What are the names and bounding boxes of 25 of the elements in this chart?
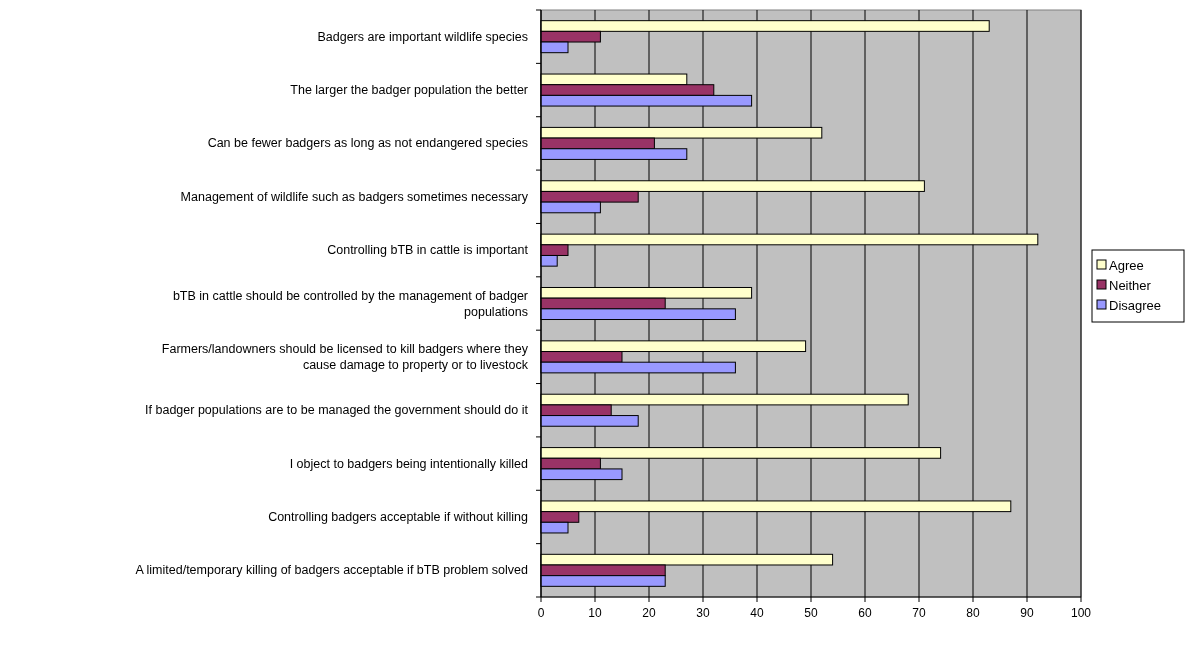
- legend-label: Disagree: [1109, 297, 1162, 313]
- x-tick-label: 10: [588, 606, 602, 620]
- y-tick-label: Management of wildlife such as badgers sometimes necessary: [180, 189, 529, 204]
- y-tick-label: bTB in cattle should be controlled by the management of badger populations: [172, 288, 528, 319]
- x-tick-label: 90: [1020, 606, 1034, 620]
- x-tick-label: 100: [1070, 606, 1092, 620]
- legend-label: Neither: [1109, 277, 1152, 293]
- x-tick-label: 0: [537, 606, 545, 620]
- y-tick-label: Controlling bTB in cattle is important: [327, 243, 529, 258]
- y-tick-label: A limited/temporary killing of badgers acceptable if bTB problem solved: [135, 563, 529, 578]
- y-tick-label: Controlling badgers acceptable if without killing: [268, 509, 529, 524]
- x-tick-label: 20: [642, 606, 656, 620]
- x-tick-label: 30: [696, 606, 710, 620]
- y-tick-label: I object to badgers being intentionally killed: [289, 456, 529, 471]
- x-tick-label: 40: [750, 606, 764, 620]
- x-tick-label: 80: [966, 606, 980, 620]
- x-tick-label: 70: [912, 606, 926, 620]
- x-tick-label: 60: [858, 606, 872, 620]
- y-tick-label: If badger populations are to be managed the government should do it: [145, 403, 529, 418]
- x-tick-label: 50: [804, 606, 818, 620]
- y-tick-label: Farmers/landowners should be licensed to kill badgers where they cause damage to property or to livestock: [161, 341, 529, 372]
- y-tick-label: Can be fewer badgers as long as not endangered species: [207, 136, 528, 151]
- y-tick-label: Badgers are important wildlife species: [317, 29, 528, 44]
- y-tick-label: The larger the badger population the better: [290, 83, 528, 98]
- legend-label: Agree: [1109, 257, 1144, 273]
